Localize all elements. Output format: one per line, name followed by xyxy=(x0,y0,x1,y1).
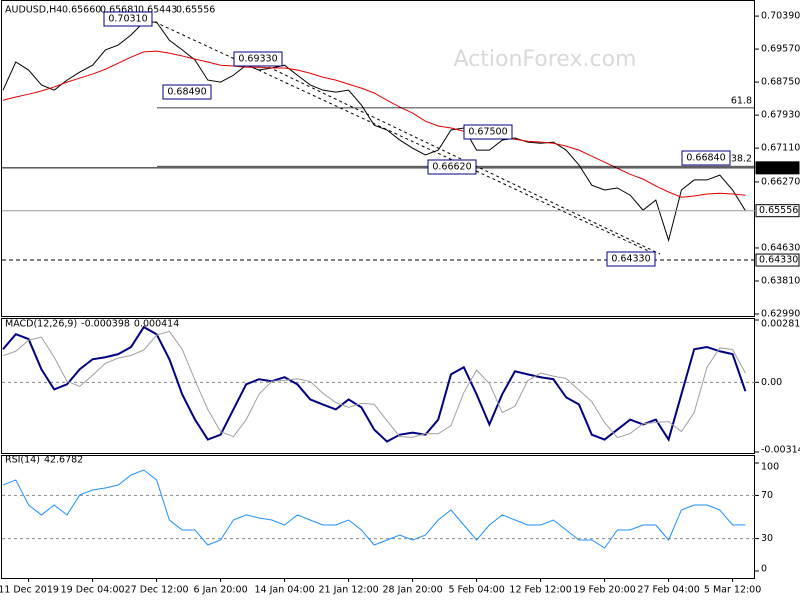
x-tick-label: 27 Dec 12:00 xyxy=(125,585,189,596)
readout: 0.000414 xyxy=(134,319,179,330)
series-line xyxy=(2,330,746,439)
symbol: AUDUSD,H4 xyxy=(5,5,62,16)
x-tick-label: 5 Feb 04:00 xyxy=(448,585,504,596)
fib-label: 38.2 xyxy=(731,154,752,165)
panel-title: RSI(14) xyxy=(5,455,40,466)
y-tick-label: 0.69570 xyxy=(761,44,800,55)
annotation: 0.67500 xyxy=(468,127,507,138)
price-frame xyxy=(1,0,755,317)
x-tick-label: 19 Dec 04:00 xyxy=(61,585,125,596)
annotation-box xyxy=(606,251,656,267)
level-box xyxy=(755,161,800,175)
ohlc-value: 0.65660 xyxy=(62,5,101,16)
y-tick-label: 0.67110 xyxy=(761,143,800,154)
ohlc-value: 0.65681 xyxy=(100,5,139,16)
annotation: 0.66840 xyxy=(686,153,725,164)
y-tick-label: 0.70390 xyxy=(761,11,800,22)
x-tick-label: 5 Mar 12:00 xyxy=(704,585,761,596)
watermark: ActionForex.com xyxy=(454,47,637,72)
level-box xyxy=(755,204,800,218)
y-tick-label: 0.00 xyxy=(761,377,782,388)
y-tick-label: 0.64630 xyxy=(761,242,800,253)
y-tick-label: 0.62990 xyxy=(761,308,800,319)
x-tick-label: 27 Feb 04:00 xyxy=(637,585,699,596)
level-label: 0.66620 xyxy=(759,162,798,173)
annotation: 0.66620 xyxy=(432,162,471,173)
x-tick-label: 28 Jan 20:00 xyxy=(383,585,443,596)
x-tick-label: 19 Feb 20:00 xyxy=(573,585,635,596)
x-tick-label: 12 Feb 12:00 xyxy=(509,585,571,596)
annotation-box xyxy=(103,11,153,27)
y-tick-label: 0 xyxy=(761,564,767,575)
fib-label: 61.8 xyxy=(731,95,752,106)
level-label: 0.64330 xyxy=(759,255,798,266)
y-tick-label: 100 xyxy=(761,462,779,473)
series-line xyxy=(2,325,747,443)
annotation: 0.69330 xyxy=(238,54,277,65)
y-tick-label: 30 xyxy=(761,533,773,544)
annotation: 0.68490 xyxy=(167,87,206,98)
level-box xyxy=(755,253,800,267)
y-tick-label: 0.63810 xyxy=(761,275,800,286)
series-line xyxy=(2,21,746,243)
series-line xyxy=(2,50,746,198)
y-tick-label: 0.68750 xyxy=(761,77,800,88)
readout: -0.000398 xyxy=(81,319,130,330)
x-tick-label: 14 Jan 04:00 xyxy=(255,585,315,596)
y-tick-label: 0.66270 xyxy=(761,176,800,187)
annotation-box xyxy=(463,124,513,140)
x-tick-label: 21 Jan 12:00 xyxy=(319,585,379,596)
readout: 42.6782 xyxy=(44,455,83,466)
series-line xyxy=(2,469,746,549)
x-tick-label: 11 Dec 2019 xyxy=(0,585,59,596)
level-label: 0.65556 xyxy=(759,205,798,216)
panel-title: MACD(12,26,9) xyxy=(5,319,77,330)
annotation: 0.70310 xyxy=(108,14,147,25)
annotation-box xyxy=(681,150,731,166)
y-tick-label: -0.003141 xyxy=(761,445,800,456)
ohlc-value: 0.65556 xyxy=(176,5,215,16)
x-tick-label: 6 Jan 20:00 xyxy=(194,585,248,596)
trend-line xyxy=(257,61,661,255)
rsi-frame xyxy=(1,455,755,579)
y-tick-label: 70 xyxy=(761,490,773,501)
macd-frame xyxy=(1,318,755,454)
ohlc-value: 0.65443 xyxy=(138,5,177,16)
annotation-box xyxy=(162,84,212,100)
y-tick-label: 0.00281 xyxy=(761,319,800,330)
annotation: 0.64330 xyxy=(611,254,650,265)
annotation-box xyxy=(233,51,283,67)
y-tick-label: 0.67930 xyxy=(761,110,800,121)
annotation-box xyxy=(427,159,477,175)
